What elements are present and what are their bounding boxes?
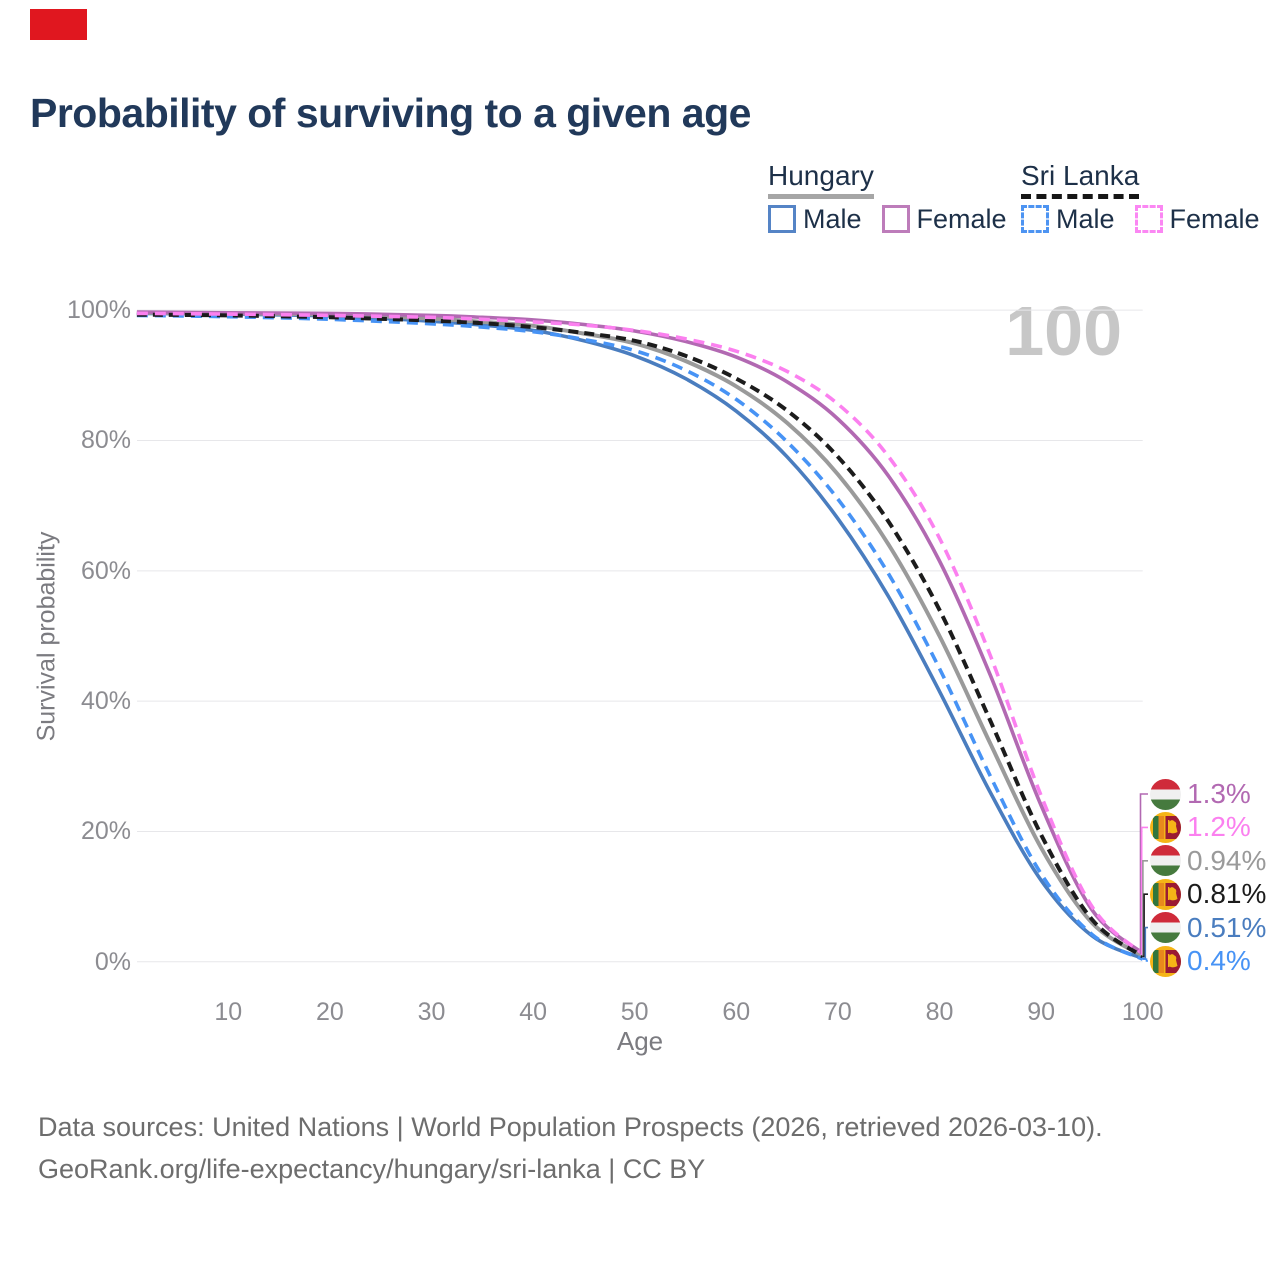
- y-tick-label: 80%: [80, 426, 131, 455]
- legend-srilanka-male-label[interactable]: Male: [1056, 203, 1115, 234]
- curve-hungary-male[interactable]: [136, 311, 1144, 961]
- x-tick-label: 60: [722, 998, 751, 1026]
- y-tick-label: 100%: [67, 296, 131, 325]
- legend-srilanka-heading[interactable]: Sri Lanka: [1021, 160, 1140, 199]
- page-title: Probability of surviving to a given age: [30, 90, 751, 136]
- sri-lanka-flag-icon: [1150, 878, 1181, 910]
- legend-hungary-female-label[interactable]: Female: [916, 203, 1007, 234]
- red-accent-bar: [30, 9, 87, 40]
- x-tick-label: 10: [214, 998, 243, 1026]
- x-tick-label: 30: [417, 998, 446, 1026]
- hungary-female-swatch-icon[interactable]: [881, 205, 910, 233]
- x-tick-label: 100: [1121, 998, 1164, 1026]
- y-tick-label: 40%: [80, 687, 131, 716]
- end-label-row: 0.81%: [1150, 877, 1266, 911]
- legend-hungary-heading[interactable]: Hungary: [768, 160, 874, 199]
- hungary-flag-icon: [1150, 778, 1181, 810]
- end-label-value: 0.4%: [1187, 945, 1251, 976]
- x-tick-label: 70: [823, 998, 852, 1026]
- curve-hungary-female[interactable]: [136, 310, 1144, 955]
- end-label-row: 0.51%: [1150, 911, 1266, 945]
- y-tick-label: 60%: [80, 556, 131, 585]
- hungary-flag-icon: [1150, 912, 1181, 944]
- srilanka-female-swatch-icon[interactable]: [1134, 205, 1163, 233]
- end-label-row: 0.4%: [1150, 944, 1251, 978]
- curve-hungary-both-sexes[interactable]: [136, 310, 1144, 958]
- age-watermark: 100: [1005, 292, 1122, 370]
- sri-lanka-flag-icon: [1150, 811, 1181, 843]
- x-axis-title: Age: [616, 1026, 664, 1056]
- srilanka-male-swatch-icon[interactable]: [1021, 205, 1049, 233]
- end-label-connector: [1142, 958, 1148, 962]
- hungary-male-swatch-icon[interactable]: [768, 205, 796, 233]
- legend-srilanka-row: Male Female: [1021, 203, 1280, 235]
- end-label-value: 1.3%: [1187, 778, 1251, 809]
- footer-link-line[interactable]: GeoRank.org/life-expectancy/hungary/sri-…: [38, 1154, 706, 1184]
- y-tick-label: 0%: [94, 947, 131, 976]
- legend-hungary-row: Male Female: [768, 203, 1027, 235]
- sri-lanka-flag-icon: [1150, 945, 1181, 977]
- end-label-value: 0.81%: [1187, 878, 1267, 910]
- hungary-flag-icon: [1150, 845, 1181, 877]
- end-label-connector: [1142, 893, 1148, 958]
- end-label-row: 1.3%: [1150, 777, 1251, 811]
- end-label-row: 1.2%: [1150, 810, 1251, 844]
- x-tick-label: 90: [1027, 998, 1055, 1026]
- x-tick-label: 40: [519, 998, 547, 1026]
- legend-srilanka-female-label[interactable]: Female: [1169, 203, 1260, 234]
- curve-sri-lanka-both-sexes[interactable]: [136, 312, 1144, 959]
- x-tick-label: 20: [315, 998, 344, 1026]
- curve-sri-lanka-male[interactable]: [136, 313, 1144, 961]
- end-label-value: 1.2%: [1187, 811, 1251, 843]
- x-tick-label: 50: [620, 998, 649, 1026]
- x-tick-label: 80: [925, 998, 954, 1026]
- footer: Data sources: United Nations | World Pop…: [38, 1106, 1103, 1190]
- footer-sources-line: Data sources: United Nations | World Pop…: [38, 1112, 1103, 1142]
- curve-sri-lanka-female[interactable]: [136, 311, 1144, 956]
- legend-hungary-male-label[interactable]: Male: [803, 203, 862, 234]
- end-label-value: 0.51%: [1187, 911, 1267, 943]
- end-label-row: 0.94%: [1150, 844, 1266, 878]
- y-tick-label: 20%: [80, 817, 131, 846]
- end-label-value: 0.94%: [1187, 844, 1267, 876]
